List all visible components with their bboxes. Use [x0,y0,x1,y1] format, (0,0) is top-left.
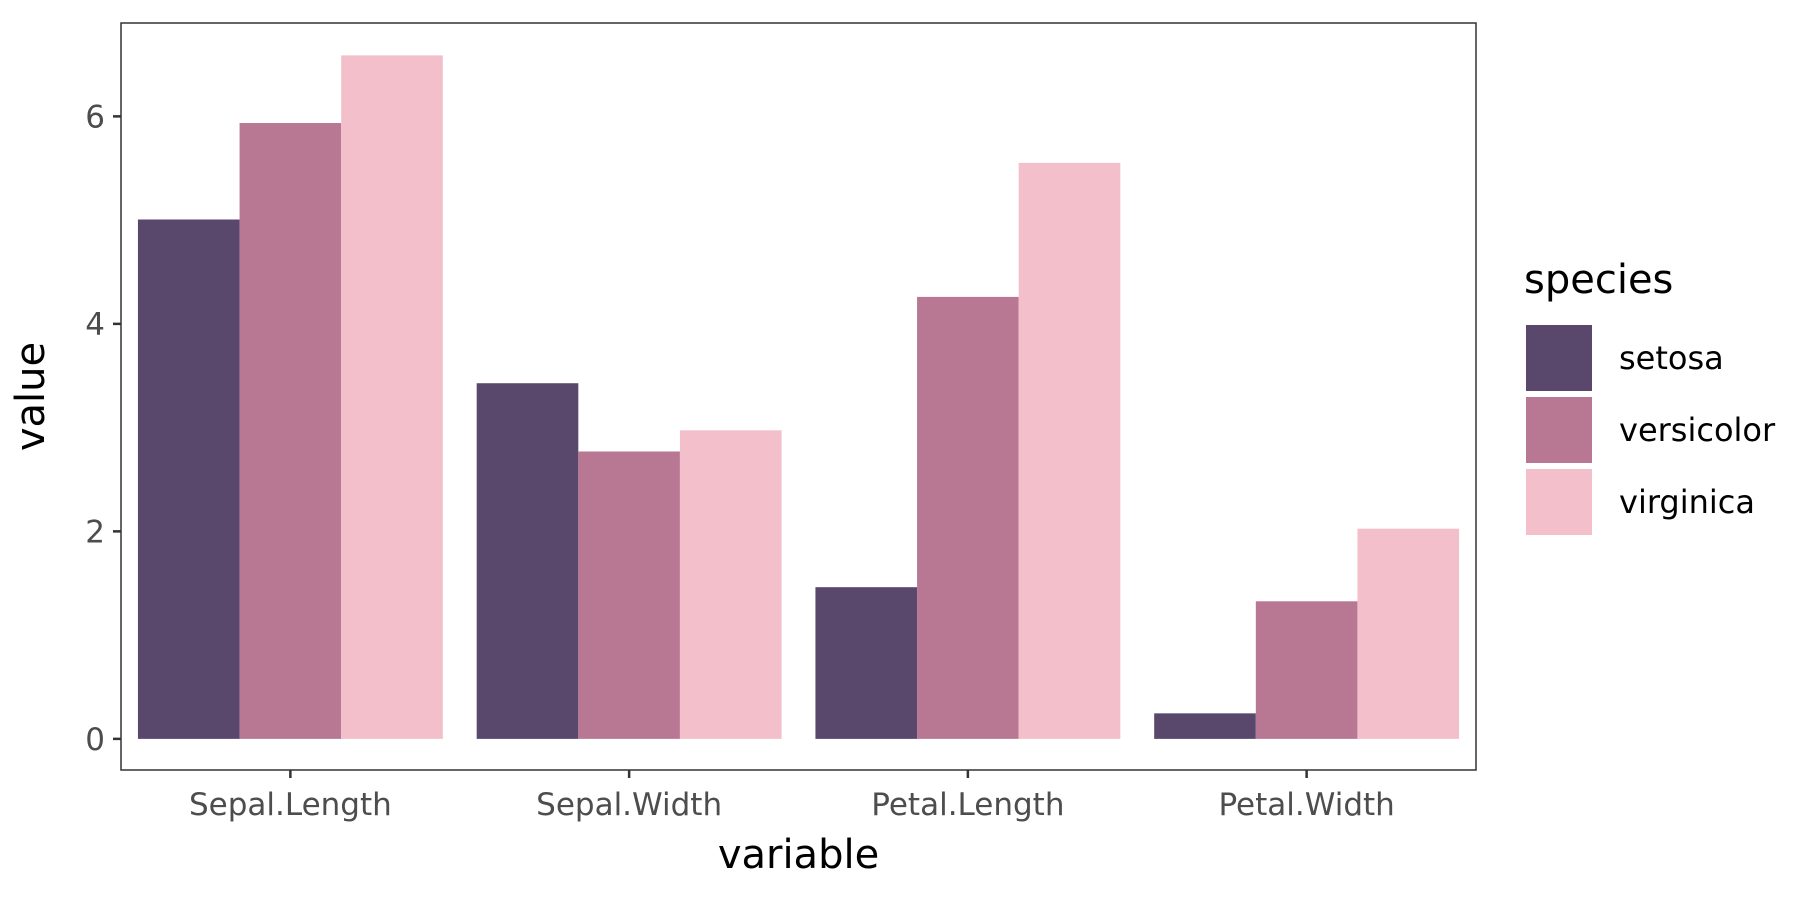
bar-virginica-sepal-length [341,55,443,739]
legend-label-versicolor: versicolor [1619,411,1776,449]
bar-setosa-sepal-length [137,219,240,739]
bar-versicolor-petal-width [1255,601,1358,739]
legend-label-setosa: setosa [1619,339,1724,377]
bar-virginica-petal-width [1357,528,1460,739]
bar-setosa-petal-length [815,587,918,739]
bar-setosa-sepal-width [476,383,579,739]
legend-key-versicolor [1526,397,1592,463]
legend-label-virginica: virginica [1619,483,1755,521]
plot-panel-border [120,22,1477,771]
y-axis-title: value [8,342,54,451]
x-tick-label: Petal.Length [871,787,1064,823]
y-axis: 0 2 4 6 [85,99,121,758]
legend-items: setosa versicolor virginica [1526,325,1776,535]
bar-versicolor-sepal-width [578,451,680,739]
bar-virginica-sepal-width [679,430,782,739]
bar-setosa-petal-width [1154,713,1256,739]
x-axis: Sepal.Length Sepal.Width Petal.Length Petal… [189,770,1395,823]
legend-key-virginica [1526,469,1592,535]
y-tick-label: 2 [85,514,105,550]
legend-key-setosa [1526,325,1592,391]
x-axis-title: variable [718,832,879,878]
legend: species setosa versicolor virginica [1524,257,1776,535]
x-tick-label: Sepal.Length [189,787,392,823]
bar-versicolor-petal-length [917,296,1019,739]
bar-virginica-petal-length [1018,162,1121,739]
y-tick-label: 0 [85,722,105,758]
legend-title: species [1524,257,1673,303]
y-tick-label: 6 [85,99,105,135]
y-tick-label: 4 [85,307,105,343]
bar-versicolor-sepal-length [239,123,342,739]
x-tick-label: Sepal.Width [536,787,722,823]
bars-group [137,55,1460,739]
x-tick-label: Petal.Width [1218,787,1394,823]
